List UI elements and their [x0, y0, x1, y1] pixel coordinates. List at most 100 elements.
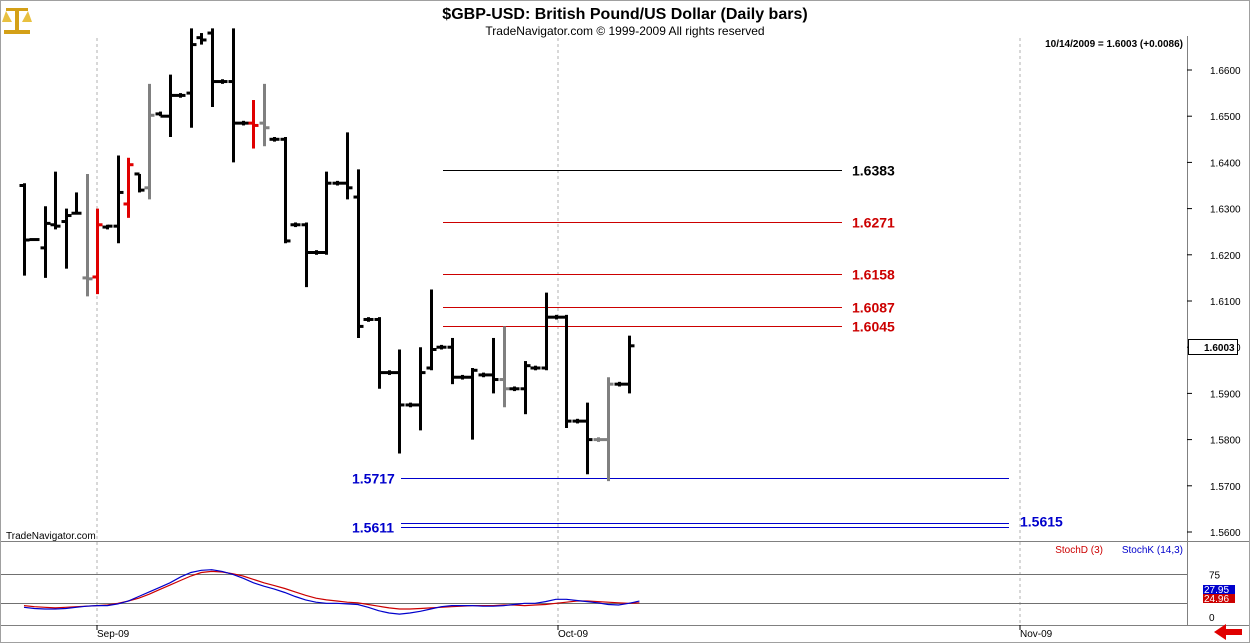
ohlc-bar — [301, 222, 312, 288]
ohlc-bar — [102, 224, 113, 230]
ohlc-bar — [582, 402, 593, 475]
price-tick-label: 1.6300 — [1210, 205, 1241, 216]
date-tick-label: Oct-09 — [558, 629, 588, 640]
watermark-text: TradeNavigator.com — [6, 531, 96, 542]
ohlc-bar — [530, 365, 541, 371]
ohlc-bar — [436, 344, 447, 350]
chart-title: $GBP-USD: British Pound/US Dollar (Daily… — [442, 6, 807, 23]
ohlc-bar — [228, 28, 239, 163]
date-tick-label: Nov-09 — [1020, 629, 1053, 640]
stoch-tick-label: 75 — [1209, 570, 1221, 581]
ohlc-bar — [50, 171, 61, 230]
ohlc-bar — [363, 317, 374, 322]
stochd-last-box — [1203, 594, 1235, 603]
ohlc-bar — [61, 208, 72, 269]
level-label: 1.5717 — [352, 471, 395, 487]
ohlc-bar — [311, 250, 322, 255]
ohlc-bar — [259, 83, 270, 147]
ohlc-bar — [551, 314, 562, 320]
ohlc-bar — [123, 157, 134, 218]
ohlc-bar — [71, 192, 82, 215]
ohlc-bar — [280, 136, 291, 244]
ohlc-bar — [478, 372, 489, 378]
stochk-last-box — [1203, 585, 1235, 594]
month-gridlines — [96, 38, 1021, 625]
ohlc-bar — [332, 180, 343, 186]
price-tick-label: 1.5800 — [1210, 436, 1241, 447]
ohlc-bar — [447, 337, 458, 385]
level-label: 1.6383 — [852, 163, 895, 179]
ohlc-bar — [520, 361, 531, 415]
ohlc-bar — [196, 33, 207, 45]
price-tick-label: 1.6600 — [1210, 66, 1241, 77]
ohlc-bar — [467, 367, 478, 440]
ohlc-bar — [290, 222, 301, 228]
ohlc-bar — [572, 418, 583, 424]
price-tick-label: 1.6200 — [1210, 251, 1241, 262]
ohlc-bar — [175, 93, 186, 98]
ohlc-bar — [405, 402, 416, 408]
level-label: 1.5611 — [352, 520, 394, 536]
level-label: 1.6045 — [852, 319, 895, 335]
ohlc-bar — [374, 317, 385, 389]
last-price-label: 1.6003 — [1204, 343, 1235, 354]
ohlc-bar — [92, 208, 103, 295]
ohlc-bar — [40, 206, 51, 278]
stoch-gridlines — [1, 574, 1187, 604]
ohlc-bar — [614, 381, 625, 387]
copyright-text: TradeNavigator.com © 1999-2009 All right… — [485, 24, 764, 38]
ohlc-bar — [488, 337, 499, 394]
ohlc-bar — [82, 173, 93, 297]
ohlc-bar — [561, 314, 572, 429]
level-label: 1.6271 — [852, 215, 895, 231]
ohlc-bar — [238, 120, 249, 126]
stochastic-panel: StochD (3) StochK (14,3) 0 75 27.95 24.96 — [1, 545, 1235, 624]
price-tick-label: 1.5900 — [1210, 389, 1241, 400]
ohlc-bar — [457, 374, 468, 380]
ohlc-bar — [113, 155, 124, 244]
left-arrow-icon[interactable] — [1214, 624, 1242, 640]
stochd-last-value: 24.96 — [1204, 594, 1229, 605]
ohlc-bar — [165, 74, 176, 137]
ohlc-bar — [541, 292, 552, 371]
stoch-tick-label: 0 — [1209, 613, 1215, 624]
ohlc-bar — [144, 83, 155, 200]
ohlc-bar — [217, 79, 228, 84]
date-tick-label: Sep-09 — [97, 629, 130, 640]
price-tick-label: 1.6100 — [1210, 297, 1241, 308]
ohlc-bar — [593, 437, 604, 442]
ohlc-bar — [426, 289, 437, 371]
ohlc-bar — [134, 172, 145, 193]
ohlc-bar — [394, 349, 405, 454]
stochd-legend: StochD (3) — [1055, 545, 1103, 556]
price-panel: 1.6383 1.6271 1.6158 1.6087 1.6045 1.5717 1.56… — [1, 28, 1249, 625]
ohlc-bar — [509, 386, 520, 392]
scales-logo-icon[interactable] — [2, 8, 32, 34]
ohlc-bar — [499, 326, 510, 408]
ohlc-bar — [29, 238, 40, 242]
last-quote-text: 10/14/2009 = 1.6003 (+0.0086) — [1045, 39, 1183, 50]
ohlc-bar — [603, 377, 614, 482]
ohlc-bar — [248, 100, 259, 149]
price-tick-label: 1.5700 — [1210, 482, 1241, 493]
stochk-line — [23, 569, 640, 615]
ohlc-bar — [207, 28, 218, 107]
stoch-axis-ticks: 0 75 — [1209, 570, 1221, 624]
ohlc-bar — [186, 28, 197, 128]
ohlc-bar — [269, 136, 280, 142]
stochk-legend: StochK (14,3) — [1122, 545, 1183, 556]
level-label: 1.5615 — [1020, 514, 1063, 530]
stoch-lines — [23, 569, 640, 615]
stochk-last-value: 27.95 — [1204, 585, 1229, 596]
price-tick-label: 1.6500 — [1210, 112, 1241, 123]
ohlc-bar — [624, 335, 635, 394]
ohlc-bars — [19, 28, 635, 482]
ohlc-bar — [384, 370, 395, 375]
ohlc-bar — [353, 169, 364, 338]
last-price-inner — [1189, 340, 1237, 354]
date-axis: Sep-09 Oct-09 Nov-09 — [1, 625, 1249, 640]
price-tick-label: 1.5600 — [1210, 528, 1241, 539]
ohlc-bar — [155, 111, 166, 118]
